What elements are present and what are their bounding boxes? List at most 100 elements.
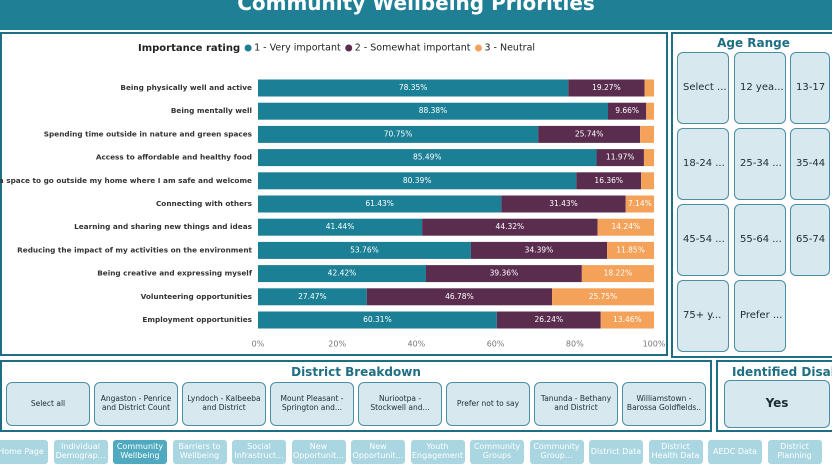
- bar-segment: [607, 102, 647, 120]
- bar-segment: [258, 265, 426, 283]
- data-label: 42.42%: [328, 269, 357, 278]
- bar-segment: [425, 265, 582, 283]
- bar-segment: [640, 125, 654, 143]
- x-tick-label: 20%: [328, 340, 346, 349]
- age-option[interactable]: 13-17 ...: [790, 52, 830, 124]
- bar-segment: [607, 241, 654, 259]
- nav-tab[interactable]: District Health Data: [648, 440, 703, 464]
- age-option[interactable]: 12 yea...: [734, 52, 786, 124]
- nav-tab[interactable]: Youth Engagement: [410, 440, 465, 464]
- nav-tab[interactable]: District Planning: [767, 440, 822, 464]
- age-option[interactable]: 45-54 ...: [677, 204, 729, 276]
- nav-tab[interactable]: AEDC Data: [708, 440, 762, 464]
- data-label: 25.75%: [589, 292, 618, 301]
- bar-segment: [258, 218, 423, 236]
- data-label: 26.24%: [534, 315, 563, 324]
- data-label: 46.78%: [445, 292, 474, 301]
- data-label: 80.39%: [403, 176, 432, 185]
- legend-marker: [345, 44, 353, 52]
- category-label: Access to affordable and healthy food: [96, 153, 252, 162]
- data-label: 16.36%: [594, 176, 623, 185]
- bar-segment: [643, 149, 654, 167]
- district-option[interactable]: Prefer not to say: [446, 382, 530, 426]
- age-option[interactable]: 65-74 ...: [790, 204, 830, 276]
- data-label: 25.74%: [575, 129, 604, 138]
- bar-segment: [366, 288, 553, 306]
- bar-segment: [597, 218, 654, 236]
- data-label: 18.22%: [604, 269, 633, 278]
- bar-segment: [258, 149, 597, 167]
- x-tick-label: 0%: [252, 340, 265, 349]
- nav-tab[interactable]: New Opportunit...: [351, 440, 405, 464]
- bar-segment: [625, 195, 654, 213]
- bar-segment: [258, 195, 502, 213]
- data-label: 39.36%: [490, 269, 519, 278]
- bar-segment: [644, 79, 654, 97]
- data-label: 11.85%: [616, 245, 645, 254]
- data-label: 85.49%: [413, 153, 442, 162]
- bar-segment: [258, 311, 497, 329]
- age-option[interactable]: Select ...: [677, 52, 729, 124]
- bar-segment: [641, 172, 654, 190]
- bar-segment: [258, 288, 367, 306]
- category-label: Being mentally well: [171, 106, 252, 115]
- district-option[interactable]: Mount Pleasant - Springton and...: [270, 382, 354, 426]
- category-label: Being physically well and active: [120, 83, 252, 92]
- data-label: 11.97%: [606, 153, 635, 162]
- district-option[interactable]: Williamstown - Barossa Goldfields..: [622, 382, 706, 426]
- district-option[interactable]: Select all: [6, 382, 90, 426]
- category-label: Being creative and expressing myself: [97, 269, 253, 278]
- nav-tab[interactable]: Home Page: [0, 440, 48, 464]
- bar-segment: [596, 149, 644, 167]
- data-label: 7.14%: [628, 199, 652, 208]
- x-tick-label: 80%: [566, 340, 584, 349]
- nav-tab[interactable]: New Opportunit...: [291, 440, 346, 464]
- data-label: 13.46%: [613, 315, 642, 324]
- data-label: 60.31%: [363, 315, 392, 324]
- data-label: 53.76%: [350, 245, 379, 254]
- data-label: 19.27%: [592, 83, 621, 92]
- age-option[interactable]: 75+ y...: [677, 280, 729, 352]
- bar-segment: [258, 125, 539, 143]
- bar-segment: [258, 172, 577, 190]
- age-option[interactable]: 25-34 ...: [734, 128, 786, 200]
- age-option[interactable]: Prefer ...: [734, 280, 786, 352]
- nav-tab[interactable]: Individual Demograp...: [53, 440, 108, 464]
- district-option[interactable]: Nuriootpa - Stockwell and...: [358, 382, 442, 426]
- district-option[interactable]: Lyndoch - Kalbeeba and District: [182, 382, 266, 426]
- bar-segment: [646, 102, 654, 120]
- legend-marker: [474, 44, 482, 52]
- data-label: 41.44%: [326, 222, 355, 231]
- nav-tab[interactable]: District Data: [589, 440, 643, 464]
- category-label: Having a space to go outside my home whe…: [0, 176, 252, 185]
- bar-segment: [258, 102, 608, 120]
- nav-tab[interactable]: Community Wellbeing: [113, 440, 167, 464]
- legend-label: 2 - Somewhat important: [355, 43, 471, 54]
- category-label: Spending time outside in nature and gree…: [44, 129, 252, 138]
- category-label: Learning and sharing new things and idea…: [74, 222, 252, 231]
- data-label: 44.32%: [496, 222, 525, 231]
- data-label: 31.43%: [549, 199, 578, 208]
- legend-label: 3 - Neutral: [484, 43, 535, 54]
- data-label: 78.35%: [399, 83, 428, 92]
- category-label: Reducing the impact of my activities on …: [17, 245, 252, 254]
- bar-segment: [552, 288, 654, 306]
- x-tick-label: 40%: [408, 340, 426, 349]
- district-option[interactable]: Tanunda - Bethany and District: [534, 382, 618, 426]
- bar-segment: [576, 172, 642, 190]
- bar-segment: [568, 79, 645, 97]
- disability-option[interactable]: Yes: [724, 380, 830, 428]
- page-title: Community Wellbeing Priorities: [237, 0, 595, 15]
- age-option[interactable]: 55-64 ...: [734, 204, 786, 276]
- district-option[interactable]: Angaston - Penrice and District Count: [94, 382, 178, 426]
- nav-tab[interactable]: Barriers to Wellbeing: [172, 440, 227, 464]
- category-label: Volunteering opportunities: [141, 292, 252, 301]
- nav-tab[interactable]: Community Group...: [529, 440, 584, 464]
- bar-segment: [470, 241, 608, 259]
- data-label: 70.75%: [384, 129, 413, 138]
- nav-tab[interactable]: Community Groups: [470, 440, 524, 464]
- age-option[interactable]: 35-44 ...: [790, 128, 830, 200]
- nav-tab[interactable]: Social Infrastruct...: [232, 440, 286, 464]
- x-tick-label: 60%: [487, 340, 505, 349]
- age-option[interactable]: 18-24 ...: [677, 128, 729, 200]
